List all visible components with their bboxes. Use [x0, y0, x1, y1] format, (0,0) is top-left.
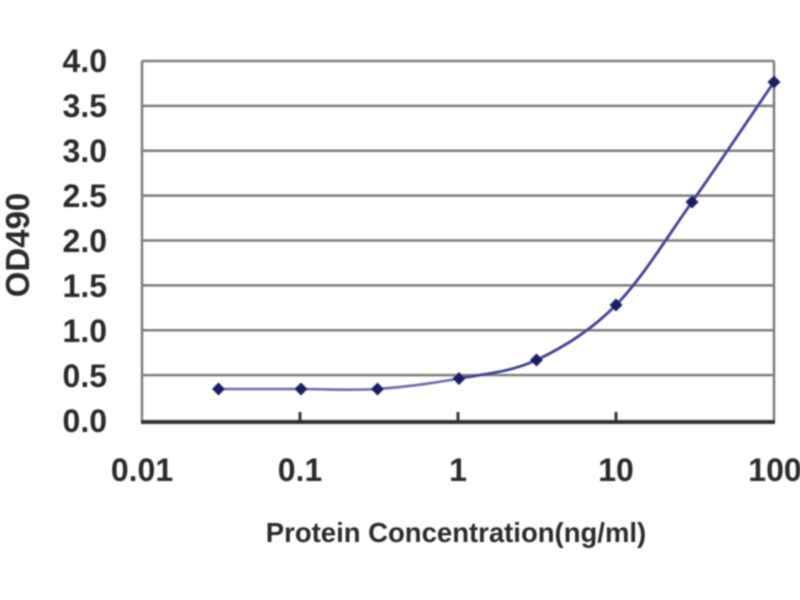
svg-text:2.5: 2.5 [63, 178, 107, 214]
svg-text:1.0: 1.0 [63, 313, 107, 349]
svg-text:3.0: 3.0 [63, 133, 107, 169]
svg-text:1.5: 1.5 [63, 268, 107, 304]
svg-text:10: 10 [598, 452, 634, 488]
svg-text:2.0: 2.0 [63, 223, 107, 259]
svg-text:OD490: OD490 [0, 193, 36, 298]
svg-text:Protein Concentration(ng/ml): Protein Concentration(ng/ml) [266, 517, 646, 548]
svg-text:0.0: 0.0 [63, 403, 107, 439]
svg-text:1: 1 [449, 452, 467, 488]
svg-text:3.5: 3.5 [63, 88, 107, 124]
svg-text:100: 100 [748, 452, 800, 488]
svg-text:0.5: 0.5 [63, 358, 107, 394]
svg-text:0.01: 0.01 [111, 452, 173, 488]
svg-text:0.1: 0.1 [278, 452, 322, 488]
svg-text:4.0: 4.0 [63, 43, 107, 79]
